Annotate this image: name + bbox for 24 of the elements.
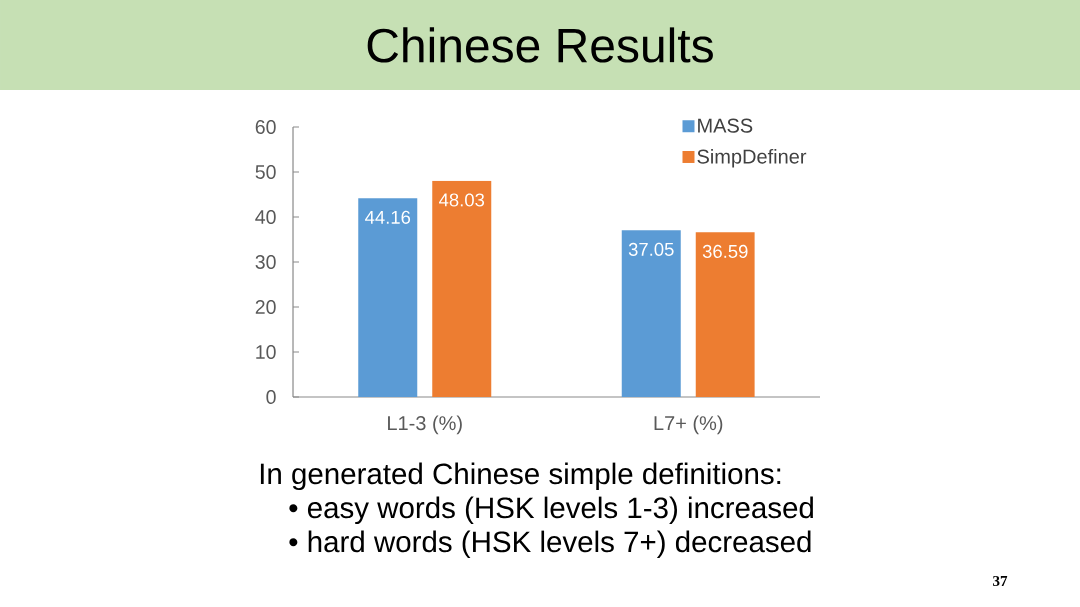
y-tick-label: 20: [255, 300, 276, 314]
bar: [621, 230, 681, 397]
chart-title: Chinese Results: [367, 27, 713, 63]
y-tick-label: 40: [255, 210, 276, 224]
x-tick-label: L1-3 (%): [388, 415, 462, 435]
bar: [358, 198, 418, 397]
y-tick-label: 0: [266, 390, 276, 404]
text: • hard words (HSK levels 7+) decreased: [289, 530, 811, 559]
y-tick-label: 10: [256, 345, 276, 359]
y-tick-label: 30: [255, 255, 276, 269]
text: 37: [993, 575, 1008, 587]
bar: [432, 180, 492, 397]
data-label: 36.59: [702, 244, 748, 258]
data-label: 48.03: [439, 193, 485, 207]
legend-label: MASS: [698, 118, 753, 133]
y-tick-label: 50: [255, 165, 276, 179]
legend-label: SimpDefiner: [697, 148, 807, 168]
y-tick-label: 60: [255, 120, 276, 134]
text: In generated Chinese simple definitions:: [260, 462, 781, 491]
data-label: 37.05: [628, 242, 674, 256]
bar: [695, 232, 755, 397]
x-tick-label: L7+ (%): [654, 415, 723, 435]
data-label: 44.16: [365, 210, 411, 224]
text: • easy words (HSK levels 1-3) increased: [289, 496, 813, 525]
